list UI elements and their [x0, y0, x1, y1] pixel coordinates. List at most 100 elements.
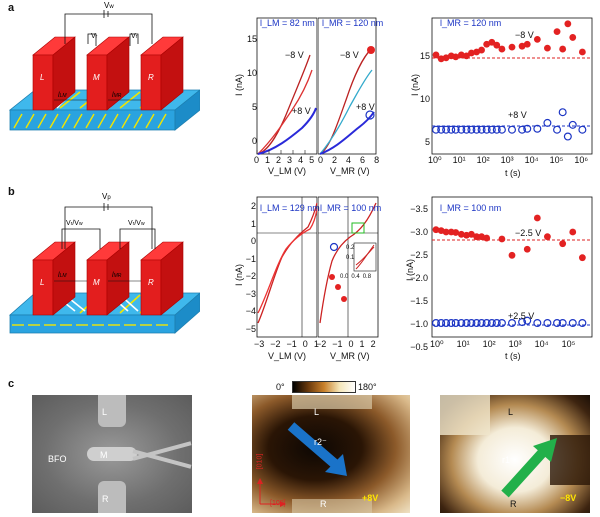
svg-text:lMR: lMR — [112, 272, 122, 279]
data-point — [457, 318, 466, 327]
data-point — [569, 34, 577, 41]
svg-text:L: L — [40, 278, 44, 287]
series-b-pos — [432, 316, 587, 327]
data-point — [553, 28, 561, 35]
data-point — [497, 125, 506, 134]
data-point — [543, 118, 552, 127]
data-point — [569, 228, 577, 236]
iv-plot-a-right — [318, 17, 377, 155]
pfm1-label-L: L — [314, 407, 320, 417]
panel-label-a: a — [8, 2, 15, 14]
data-point — [473, 233, 480, 241]
data-point — [457, 230, 465, 238]
series-a-pos — [432, 108, 587, 141]
pfm1-voltage: +8V — [362, 493, 379, 503]
data-point — [447, 318, 456, 327]
data-point — [432, 318, 441, 327]
colorbar-max: 180° — [358, 382, 377, 392]
schematic-b: Vp Vr/Vw Vr/Vw L M R lLM lMR — [8, 192, 200, 334]
colorbar-min: 0° — [276, 382, 285, 392]
data-point — [533, 124, 542, 133]
ylabel-a: I (nA) — [234, 73, 245, 97]
yticks-a-ret: 15 10 5 — [419, 51, 430, 147]
data-point — [507, 318, 516, 327]
iv-plot-a-left — [256, 17, 318, 155]
data-point — [442, 318, 451, 327]
sem-label-R: R — [102, 494, 109, 504]
data-point — [478, 46, 485, 54]
data-point — [523, 124, 532, 133]
data-point — [437, 318, 446, 327]
svg-text:L: L — [40, 73, 44, 82]
data-point — [492, 318, 501, 327]
data-point — [559, 45, 567, 53]
data-point — [493, 41, 501, 49]
inset-a-left: l_LM = 82 nm — [260, 18, 315, 28]
colorbar — [292, 381, 356, 393]
data-point — [578, 125, 587, 134]
inset-b-left: l_LM = 129 nm — [260, 203, 320, 213]
xticks-b-right: −2 −1 0 1 2 — [316, 339, 376, 349]
data-point — [578, 48, 586, 56]
annot-a-ret-pos: +8 V — [508, 110, 527, 120]
data-point — [559, 240, 567, 248]
series-a-neg — [432, 20, 586, 63]
xlabel-b-ret: t (s) — [505, 351, 521, 361]
yticks-a-left: 15 10 5 0 — [246, 34, 257, 146]
data-point — [544, 233, 551, 241]
data-point — [564, 20, 572, 28]
data-point — [468, 230, 475, 238]
data-point — [518, 125, 527, 134]
inset-a-right: l_MR = 120 nm — [322, 18, 384, 28]
data-point — [472, 318, 481, 327]
pfm2-voltage: −8V — [560, 493, 577, 503]
data-point — [447, 125, 456, 134]
data-point — [568, 318, 577, 327]
svg-text:M: M — [93, 73, 100, 82]
data-point — [523, 316, 532, 325]
annot-a-ret-neg: −8 V — [515, 30, 534, 40]
data-point — [543, 318, 552, 327]
data-point — [533, 35, 541, 43]
data-point — [498, 235, 506, 243]
sem-label-M: M — [100, 450, 108, 460]
yticks-b-left: 2 1 0 −1 −2 −3 −4 −5 — [245, 201, 256, 334]
data-point — [437, 125, 446, 134]
data-point — [507, 125, 516, 134]
annot-b-ret-neg: −2.5 V — [515, 228, 542, 238]
wall-arrow-r2 — [287, 422, 347, 476]
xlabel-a-ret: t (s) — [505, 168, 521, 178]
data-point — [558, 108, 567, 117]
data-point — [553, 318, 562, 327]
svg-text:lLM: lLM — [58, 92, 67, 99]
data-point — [497, 318, 506, 327]
pfm2-label-L: L — [508, 407, 514, 417]
pfm2-label-R: R — [510, 499, 517, 509]
pfm1-axis-y: [010] — [256, 453, 264, 470]
data-point — [451, 318, 460, 327]
annot-a-left-pos: +8 V — [292, 106, 311, 116]
annot-b-ret-pos: +2.5 V — [508, 311, 535, 321]
pfm1-wall-label: r2⁻ — [314, 437, 327, 447]
pfm1-label-R: R — [320, 499, 327, 509]
data-point — [432, 125, 441, 134]
pfm-image-2 — [440, 395, 590, 513]
data-point — [482, 125, 491, 134]
retention-plot-a — [431, 17, 593, 155]
inset-a-ret: l_MR = 120 nm — [440, 18, 502, 28]
data-point — [467, 318, 476, 327]
annot-a-right-pos: +8 V — [356, 102, 375, 112]
data-point — [488, 38, 496, 46]
data-point — [477, 125, 486, 134]
pfm1-axis-arrows — [257, 478, 286, 507]
svg-text:Vr: Vr — [91, 33, 98, 40]
inset-b-ret: l_MR = 100 nm — [440, 203, 502, 213]
data-point — [452, 53, 460, 61]
data-point — [442, 228, 450, 236]
data-point — [468, 49, 475, 57]
data-point — [568, 120, 577, 129]
data-point — [553, 125, 562, 134]
sem-image — [32, 395, 192, 513]
